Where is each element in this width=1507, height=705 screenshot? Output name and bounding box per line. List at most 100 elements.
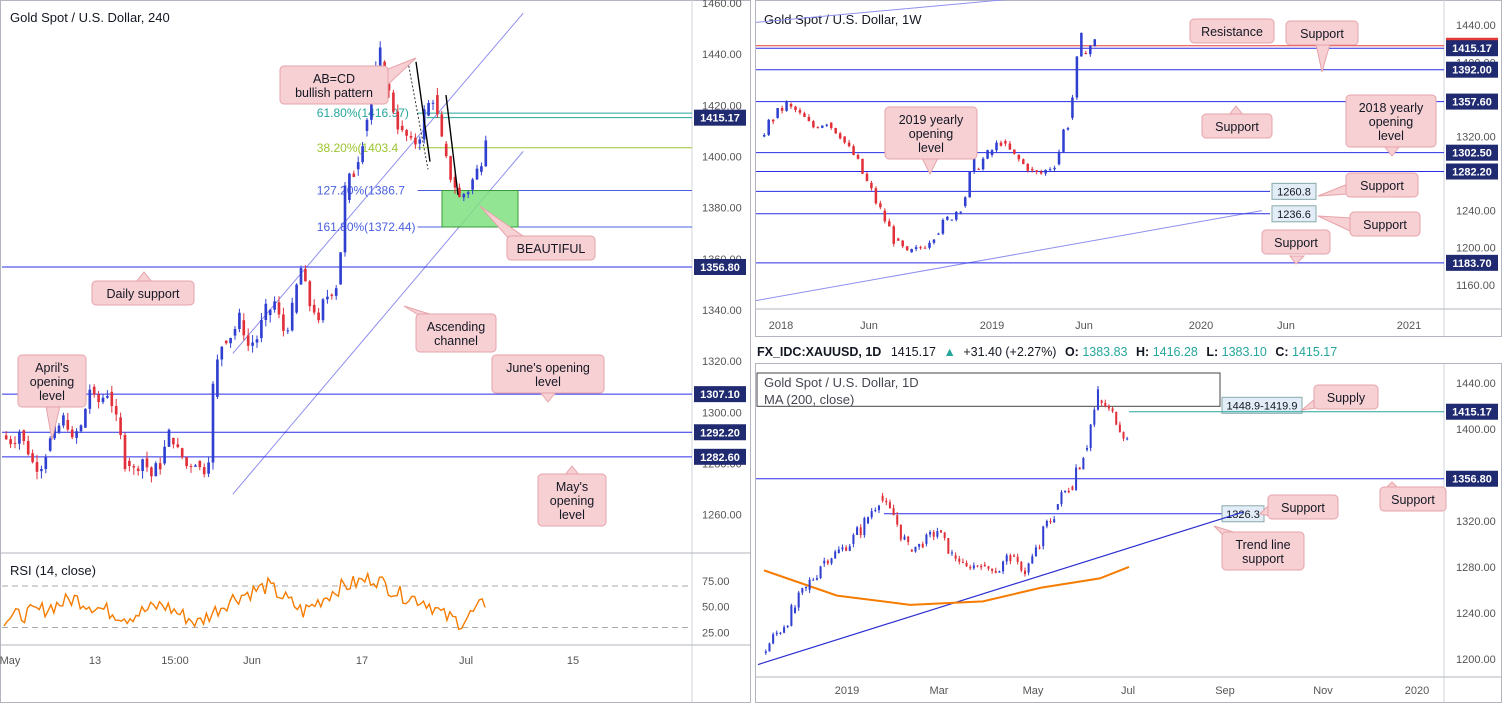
w1-y-tick: 1160.00 bbox=[1456, 280, 1495, 292]
d1-x-tick: Mar bbox=[930, 685, 949, 697]
d1-panel-frame bbox=[755, 363, 1502, 703]
w1-candle bbox=[1053, 167, 1056, 170]
h4-note-abcd-text: bullish pattern bbox=[295, 86, 373, 100]
h4-y-tick: 1460.00 bbox=[702, 0, 742, 10]
h4-candle bbox=[361, 146, 364, 163]
d1-candle bbox=[874, 510, 877, 512]
d1-note-support-1356-text: Support bbox=[1391, 493, 1435, 507]
w1-candle bbox=[825, 124, 829, 126]
h4-y-tick: 1340.00 bbox=[702, 305, 742, 317]
d1-candle bbox=[881, 495, 884, 501]
h4-rsi-tick: 50.00 bbox=[702, 602, 730, 614]
w1-candle bbox=[1057, 151, 1061, 165]
h4-note-april-text: April's bbox=[35, 361, 69, 375]
w1-candle bbox=[807, 116, 811, 122]
h4-candle bbox=[70, 429, 74, 438]
d1-x-tick: 2020 bbox=[1405, 685, 1429, 697]
w1-note-resistance-box bbox=[1189, 18, 1275, 44]
w1-level-badge-bg bbox=[1446, 163, 1498, 180]
d1-candle bbox=[870, 511, 873, 518]
w1-note-support-top-text: Support bbox=[1300, 27, 1344, 41]
h4-candle bbox=[48, 438, 52, 451]
d1-candle bbox=[1027, 563, 1030, 573]
w1-note-2018-open-box bbox=[1345, 94, 1437, 148]
w1-candle bbox=[932, 239, 936, 243]
h4-rsi-line bbox=[3, 571, 486, 631]
d1-candle bbox=[848, 546, 851, 551]
w1-y-tick: 1440.00 bbox=[1456, 20, 1496, 32]
h4-candle bbox=[242, 320, 246, 336]
h4-candle bbox=[480, 166, 483, 172]
d1-candle bbox=[921, 543, 924, 548]
d1-candle bbox=[936, 531, 939, 537]
h4-candle bbox=[299, 268, 303, 285]
h4-candle bbox=[150, 467, 153, 477]
h4-price-badge: 1415.17 bbox=[700, 113, 740, 125]
w1-candle bbox=[941, 219, 945, 234]
h4-candle bbox=[123, 434, 127, 469]
h4-y-tick: 1420.00 bbox=[702, 100, 742, 112]
w1-level-badge: 1415.17 bbox=[1452, 43, 1492, 55]
h4-x-tick: 15:00 bbox=[161, 655, 189, 667]
w1-candle bbox=[1017, 155, 1021, 160]
w1-note-support-1260-box bbox=[1345, 172, 1419, 198]
d1-note-support-1326-text: Support bbox=[1281, 501, 1325, 515]
w1-candle bbox=[852, 146, 855, 155]
h4-candle bbox=[9, 439, 12, 445]
d1-candle bbox=[1002, 561, 1005, 572]
d1-ma-label: MA (200, close) bbox=[764, 392, 854, 407]
w1-candle bbox=[883, 210, 887, 222]
w1-candle bbox=[1066, 128, 1070, 130]
h4-note-channel-text: channel bbox=[434, 334, 478, 348]
w1-note-support-1183-box bbox=[1261, 229, 1331, 255]
w1-candle bbox=[1026, 163, 1030, 171]
h4-rsi-tick: 25.00 bbox=[702, 628, 730, 640]
h4-candle bbox=[229, 337, 232, 344]
d1-candle bbox=[1064, 490, 1067, 493]
h4-note-daily-support-box bbox=[91, 280, 195, 306]
d1-candle bbox=[1096, 389, 1099, 410]
d1-candle bbox=[830, 558, 833, 564]
w1-level-badge: 1392.00 bbox=[1452, 65, 1492, 77]
d1-candle bbox=[1093, 409, 1096, 425]
ohlc-close: 1415.17 bbox=[1292, 345, 1337, 359]
w1-level-badge-bg bbox=[1446, 40, 1498, 57]
h4-candle bbox=[286, 330, 290, 332]
w1-level-badge: 1183.70 bbox=[1452, 258, 1491, 270]
w1-y-tick: 1200.00 bbox=[1456, 243, 1496, 255]
h4-note-june-text: June's opening bbox=[506, 361, 590, 375]
h4-candle bbox=[308, 281, 312, 307]
d1-candle bbox=[899, 524, 902, 540]
h4-note-june-text: level bbox=[535, 375, 561, 389]
w1-candle bbox=[905, 246, 909, 251]
d1-chart[interactable]: Gold Spot / U.S. Dollar, 1D MA (200, clos… bbox=[756, 364, 1501, 702]
h4-candle bbox=[216, 359, 219, 397]
d1-candle bbox=[1115, 411, 1118, 425]
h4-chart[interactable]: Gold Spot / U.S. Dollar, 240 1460.00 1440.… bbox=[0, 0, 750, 702]
h4-candle bbox=[409, 136, 413, 138]
h4-candle bbox=[202, 467, 206, 475]
w1-chart[interactable]: Gold Spot / U.S. Dollar, 1W1440.001400.0… bbox=[755, 0, 1501, 336]
w1-level-badge-bg bbox=[1446, 93, 1498, 110]
h4-y-tick: 1380.00 bbox=[702, 203, 742, 215]
d1-candle bbox=[958, 558, 961, 562]
h4-channel-upper bbox=[232, 12, 524, 354]
w1-x-tick: Jun bbox=[1075, 320, 1093, 332]
d1-candle bbox=[888, 502, 891, 509]
w1-candle bbox=[856, 155, 860, 159]
w1-candle bbox=[888, 221, 891, 227]
h4-candle bbox=[405, 130, 408, 136]
d1-candle bbox=[834, 551, 837, 559]
d1-note-supply-box bbox=[1313, 384, 1379, 410]
d1-note-support-1356-box bbox=[1379, 486, 1447, 512]
w1-candle bbox=[959, 211, 963, 213]
h4-rsi-tick: 75.00 bbox=[702, 576, 730, 588]
h4-candle bbox=[75, 431, 78, 438]
d1-candle bbox=[845, 547, 848, 551]
w1-candle bbox=[937, 233, 940, 235]
w1-trendline-lower bbox=[755, 210, 1263, 302]
d1-candle bbox=[1118, 424, 1121, 433]
h4-candle bbox=[392, 92, 395, 112]
w1-level-badge: 1302.50 bbox=[1452, 148, 1492, 160]
h4-candle bbox=[370, 100, 373, 120]
